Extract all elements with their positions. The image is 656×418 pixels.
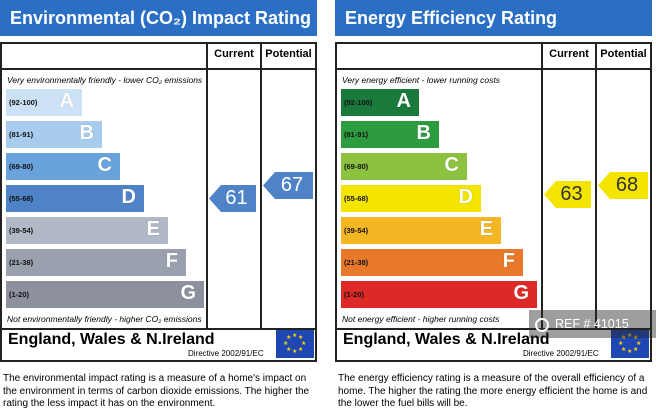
- env-current-rating-arrow: 61: [209, 185, 256, 212]
- env-band-a: (92-100) A: [6, 89, 82, 116]
- env-country: England, Wales & N.Ireland: [8, 331, 215, 348]
- eer-rating-frame: Current Potential Very energy efficient …: [335, 42, 652, 362]
- env-band-g: (1-20) G: [6, 281, 204, 308]
- env-band-e: (39-54) E: [6, 217, 168, 244]
- env-rating-frame: Current Potential Very environmentally f…: [0, 42, 317, 362]
- energy-efficiency-panel: Energy Efficiency Rating Current Potenti…: [335, 0, 654, 418]
- env-description: The environmental impact rating is a mea…: [3, 373, 310, 409]
- camera-icon: [535, 317, 549, 332]
- env-band-c: (69-80) C: [6, 153, 120, 180]
- eer-current-header: Current: [549, 48, 589, 60]
- eer-country: England, Wales & N.Ireland: [343, 331, 550, 348]
- eer-band-a: (92-100) A: [341, 89, 419, 116]
- env-note-top: Very environmentally friendly - lower CO…: [7, 75, 203, 85]
- env-note-bottom: Not environmentally friendly - higher CO…: [7, 314, 202, 324]
- eer-description: The energy efficiency rating is a measur…: [338, 373, 648, 409]
- env-title: Environmental (CO₂) Impact Rating: [0, 0, 317, 36]
- eer-band-f: (21-38) F: [341, 249, 523, 276]
- env-band-f: (21-38) F: [6, 249, 186, 276]
- eer-potential-rating-arrow: 68: [598, 172, 648, 199]
- env-directive: Directive 2002/91/EC: [188, 349, 264, 358]
- eer-note-top: Very energy efficient - lower running co…: [342, 75, 500, 85]
- ref-watermark: REF # 41015: [529, 310, 656, 338]
- eer-title: Energy Efficiency Rating: [335, 0, 652, 36]
- eer-directive: Directive 2002/91/EC: [523, 349, 599, 358]
- eer-band-b: (81-91) B: [341, 121, 439, 148]
- eer-note-bottom: Not energy efficient - higher running co…: [342, 314, 500, 324]
- eer-band-e: (39-54) E: [341, 217, 501, 244]
- env-current-header: Current: [214, 48, 254, 60]
- env-band-b: (81-91) B: [6, 121, 102, 148]
- env-band-d: (55-68) D: [6, 185, 144, 212]
- eer-band-d: (55-68) D: [341, 185, 481, 212]
- environmental-impact-panel: Environmental (CO₂) Impact Rating Curren…: [0, 0, 319, 418]
- env-potential-rating-arrow: 67: [263, 172, 313, 199]
- ref-text: REF # 41015: [555, 317, 629, 331]
- eu-flag-icon: ★ ★ ★ ★ ★ ★ ★ ★: [276, 330, 314, 358]
- eer-potential-header: Potential: [600, 48, 647, 60]
- eu-flag-icon: ★ ★ ★ ★ ★ ★ ★ ★: [611, 330, 649, 358]
- eer-band-c: (69-80) C: [341, 153, 467, 180]
- env-potential-header: Potential: [265, 48, 312, 60]
- eer-band-g: (1-20) G: [341, 281, 537, 308]
- eer-current-rating-arrow: 63: [544, 181, 591, 208]
